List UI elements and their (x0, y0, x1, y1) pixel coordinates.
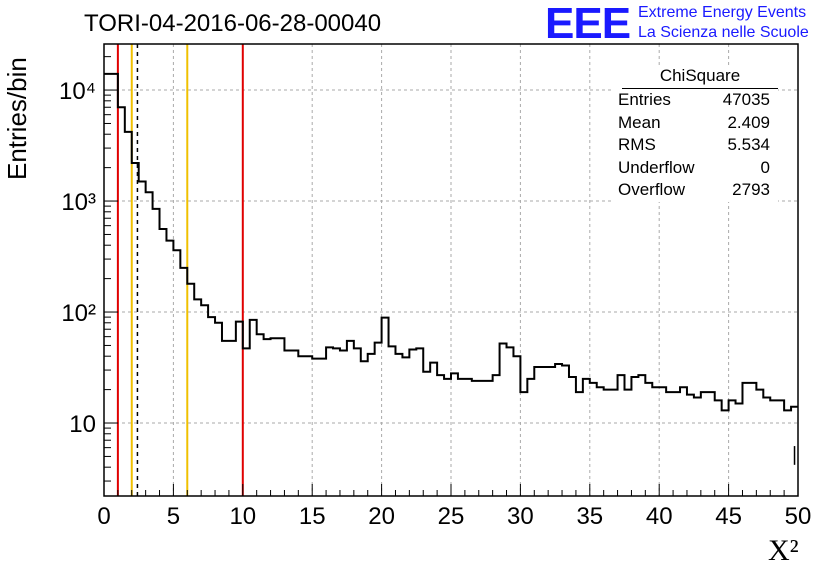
stats-label: RMS (618, 135, 656, 155)
y-tick-label: 10² (61, 300, 96, 327)
stats-row-mean: Mean 2.409 (612, 112, 778, 135)
stats-box: ChiSquare Entries 47035 Mean 2.409 RMS 5… (612, 66, 778, 202)
x-tick-label: 20 (368, 503, 395, 530)
y-tick-label: 10³ (61, 189, 96, 216)
logo-caption-2: La Scienza nelle Scuole (638, 24, 809, 41)
stats-title: ChiSquare (622, 66, 778, 89)
x-tick-label: 35 (576, 503, 603, 530)
stats-row-entries: Entries 47035 (612, 89, 778, 112)
stats-row-rms: RMS 5.534 (612, 134, 778, 157)
x-tick-label: 40 (646, 503, 673, 530)
stats-value: 47035 (722, 90, 770, 109)
x-tick-label: 45 (715, 503, 742, 530)
stats-value: 2793 (732, 180, 770, 200)
x-tick-label: 0 (97, 503, 110, 530)
logo-caption-1: Extreme Energy Events (638, 4, 807, 21)
stats-row-underflow: Underflow 0 (612, 157, 778, 180)
x-tick-label: 15 (299, 503, 326, 530)
stats-label: Overflow (618, 180, 686, 200)
y-tick-label: 10 (69, 411, 96, 438)
x-tick-label: 30 (507, 503, 534, 530)
x-axis-label: X² (768, 534, 799, 567)
stats-row-overflow: Overflow 2793 (612, 179, 778, 202)
stats-value: 5.534 (727, 135, 770, 155)
y-axis-label: Entries/bin (2, 57, 32, 180)
stats-label: Mean (618, 112, 661, 132)
stats-label: Entries (618, 90, 671, 109)
x-tick-label: 50 (785, 503, 812, 530)
stats-label: Underflow (618, 157, 695, 177)
stats-value: 2.409 (727, 112, 770, 132)
histogram-series (104, 72, 798, 412)
chart-title: TORI-04-2016-06-28-00040 (84, 10, 382, 37)
x-tick-label: 25 (438, 503, 465, 530)
stats-value: 0 (760, 157, 770, 177)
eee-logo: EEE (545, 0, 631, 48)
x-tick-label: 10 (229, 503, 256, 530)
y-tick-label: 10⁴ (59, 78, 96, 105)
x-tick-label: 5 (167, 503, 180, 530)
